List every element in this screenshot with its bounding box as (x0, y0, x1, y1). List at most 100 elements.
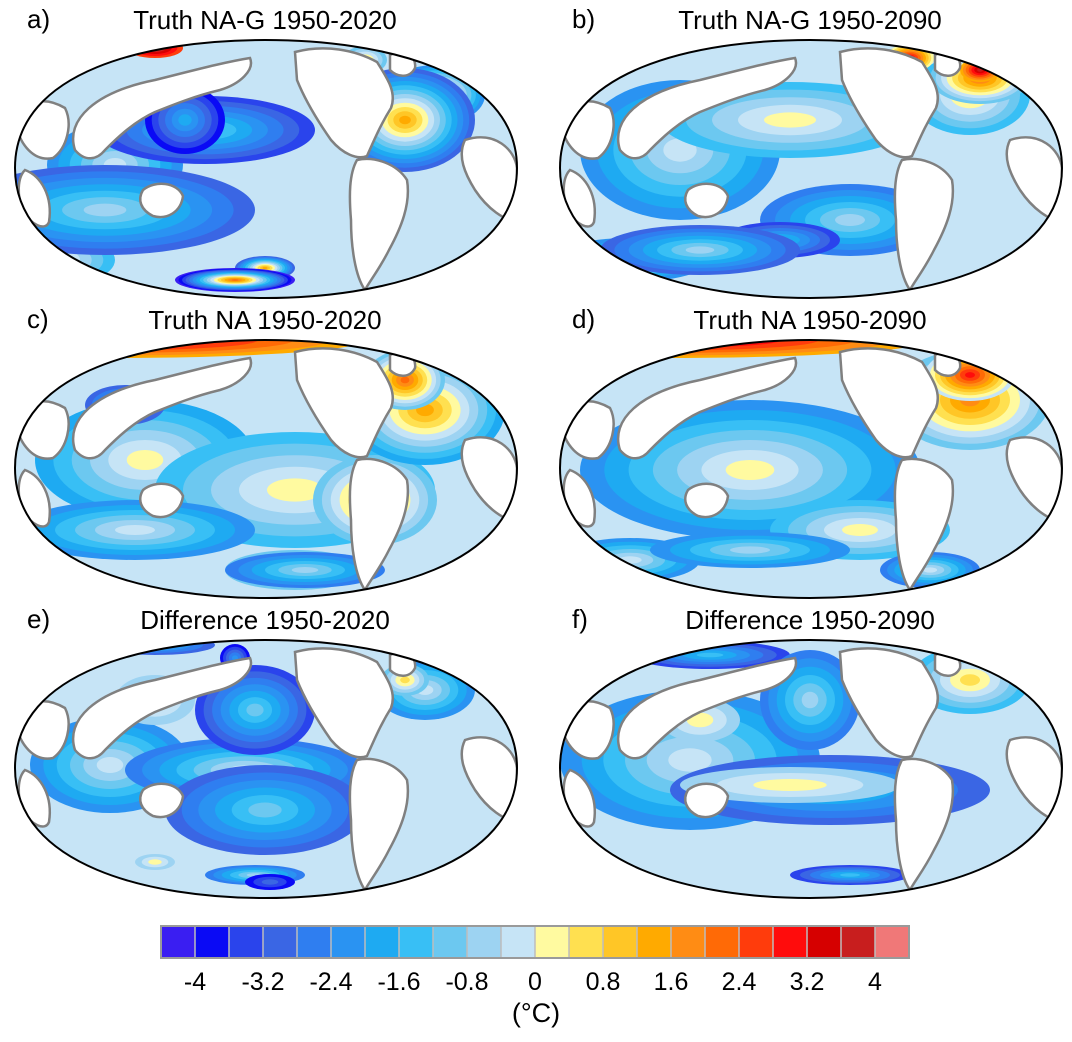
colorbar-tick-label: 0.8 (586, 968, 621, 996)
colorbar-tick-label: -4 (184, 968, 206, 996)
map-panel-b: b) Truth NA-G 1950-2090 (550, 0, 1070, 300)
panel-title: Truth NA-G 1950-2020 (133, 5, 397, 35)
colorbar-segment (365, 926, 400, 958)
map-panel-d: d) Truth NA 1950-2090 (550, 300, 1070, 600)
temperature-field (15, 340, 517, 598)
colorbar-tick-label: 2.4 (722, 968, 757, 996)
land-mass (1005, 436, 1062, 522)
land-mass (893, 457, 955, 593)
anomaly-contour (148, 859, 162, 865)
panel-label: a) (27, 4, 51, 34)
anomaly-contour (960, 674, 980, 686)
land-mass (838, 47, 939, 159)
map-border (13, 638, 519, 900)
anomaly-contour (33, 255, 57, 265)
land-mass (460, 436, 517, 522)
colorbar-tick-label: -1.6 (377, 968, 420, 996)
anomaly-contour (595, 340, 745, 346)
colorbar-segment (671, 926, 706, 958)
colorbar-segment (433, 926, 468, 958)
colorbar-segment (195, 926, 230, 958)
panel-label: c) (27, 304, 49, 334)
anomaly-contour (262, 267, 268, 269)
temperature-field (560, 640, 1062, 898)
map-panel-e: e) Difference 1950-2020 (5, 600, 525, 900)
map-panel-f: f) Difference 1950-2090 (550, 600, 1070, 900)
colorbar-tick-label: -3.2 (241, 968, 284, 996)
anomaly-contour (842, 524, 878, 536)
colorbar-tick-label: -2.4 (309, 968, 352, 996)
anomaly-contour (261, 879, 279, 885)
map-panel-a: a) Truth NA-G 1950-2020 (5, 0, 525, 300)
anomaly-contour (231, 279, 239, 281)
panel-label: e) (27, 604, 51, 634)
land-mass (460, 736, 517, 822)
map-border (558, 338, 1064, 600)
colorbar-segment (705, 926, 740, 958)
panel-label: d) (572, 304, 596, 334)
land-mass (838, 647, 939, 759)
colorbar-tick-label: 1.6 (654, 968, 689, 996)
anomaly-contour (725, 460, 775, 480)
colorbar-segment (841, 926, 876, 958)
colorbar-tick-label: 0 (528, 968, 542, 996)
land-mass (293, 47, 394, 159)
anomaly-contour (96, 757, 124, 773)
land-mass (348, 457, 410, 593)
land-mass (139, 782, 185, 819)
land-mass (617, 656, 798, 760)
land-mass (684, 482, 730, 519)
colorbar-tick-label: 3.2 (790, 968, 825, 996)
colorbar-segment (637, 926, 672, 958)
map-border (13, 38, 519, 300)
panel-label: f) (572, 604, 588, 634)
land-mass (139, 182, 185, 219)
panel-label: b) (572, 4, 596, 34)
map-border (13, 338, 519, 600)
map-panel-c: c) Truth NA 1950-2020 (5, 300, 525, 600)
anomaly-contour (840, 873, 860, 877)
colorbar-segment (739, 926, 774, 958)
anomaly-contour (21, 250, 69, 270)
colorbar-segment (875, 926, 910, 958)
anomaly-contour (632, 340, 708, 343)
temperature-field (560, 40, 1062, 298)
land-mass (72, 56, 253, 160)
land-mass (72, 356, 253, 460)
land-mass (139, 482, 185, 519)
panel-title: Difference 1950-2090 (685, 605, 935, 635)
land-mass (617, 356, 798, 460)
land-mass (348, 757, 410, 893)
anomaly-contour (267, 478, 323, 502)
land-mass (893, 757, 955, 893)
world-map (558, 638, 1064, 900)
anomaly-contour (399, 115, 411, 125)
anomaly-contour (83, 203, 127, 217)
anomaly-contour (43, 340, 187, 346)
land-mass (293, 647, 394, 759)
colorbar-segment (229, 926, 264, 958)
colorbar-unit-label: (°C) (511, 998, 561, 1028)
anomaly-contour (835, 214, 865, 226)
colorbar-segment (263, 926, 298, 958)
temperature-field (15, 640, 517, 898)
anomaly-contour (400, 676, 410, 684)
land-mass (72, 656, 253, 760)
temperature-field (15, 40, 517, 298)
anomaly-contour (685, 246, 715, 254)
colorbar-segment (569, 926, 604, 958)
anomaly-contour (730, 546, 770, 554)
colorbar-segment (603, 926, 638, 958)
anomaly-contour (291, 567, 319, 573)
anomaly-contour (400, 376, 410, 384)
colorbar-segment (501, 926, 536, 958)
world-map (558, 338, 1064, 600)
colorbar-segment (161, 926, 196, 958)
temperature-field (560, 340, 1062, 598)
map-border (558, 638, 1064, 900)
land-mass (684, 782, 730, 819)
anomaly-contour (143, 643, 167, 647)
map-border (558, 38, 1064, 300)
colorbar-segment (297, 926, 332, 958)
world-map (13, 338, 519, 600)
